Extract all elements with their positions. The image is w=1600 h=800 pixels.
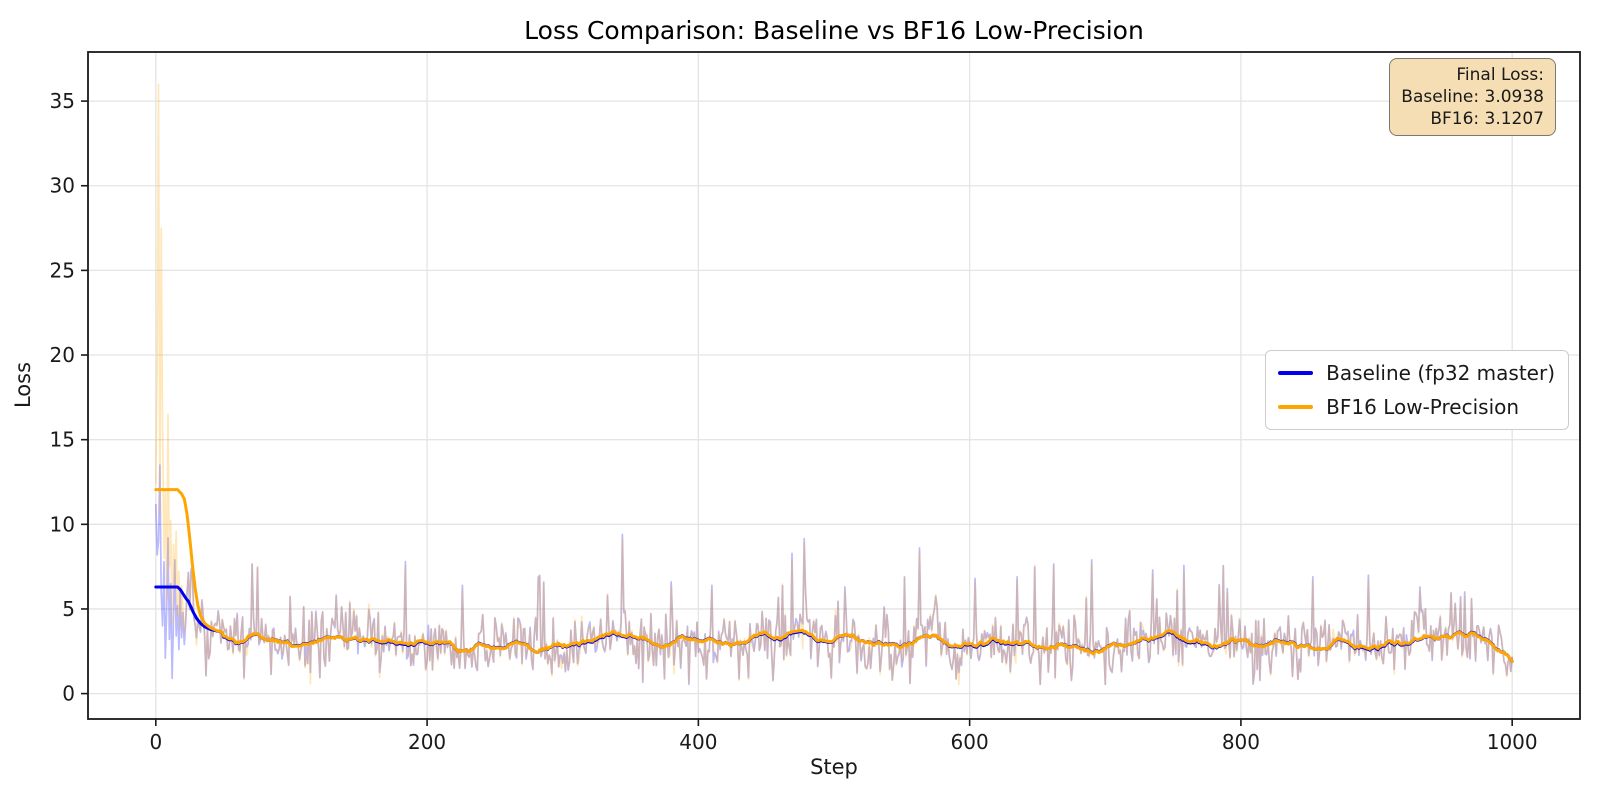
legend-swatch <box>1278 371 1314 375</box>
y-tick-label: 10 <box>50 512 75 536</box>
x-tick-label: 1000 <box>1487 730 1538 754</box>
annotation-line: Final Loss: <box>1456 65 1544 85</box>
y-axis-label: Loss <box>11 362 35 408</box>
plot-border <box>87 51 1581 720</box>
legend: Baseline (fp32 master) BF16 Low-Precisio… <box>1265 350 1569 430</box>
chart-title: Loss Comparison: Baseline vs BF16 Low-Pr… <box>524 16 1144 45</box>
annotation-line: BF16: 3.1207 <box>1430 109 1544 130</box>
legend-swatch <box>1278 405 1314 409</box>
x-tick-label: 800 <box>1222 730 1260 754</box>
y-tick-label: 30 <box>50 174 75 198</box>
annotation-line: Baseline: 3.0938 <box>1401 87 1544 108</box>
y-tick-label: 0 <box>62 682 75 706</box>
x-tick-label: 0 <box>149 730 162 754</box>
x-tick-label: 400 <box>679 730 717 754</box>
legend-label: Baseline (fp32 master) <box>1326 361 1555 385</box>
legend-label: BF16 Low-Precision <box>1326 395 1520 419</box>
legend-item-baseline: Baseline (fp32 master) <box>1278 361 1555 385</box>
x-tick-label: 200 <box>408 730 446 754</box>
y-tick-label: 5 <box>62 597 75 621</box>
x-axis-label: Step <box>810 755 858 779</box>
smoothed-bf16-line <box>154 488 1514 663</box>
legend-item-bf16: BF16 Low-Precision <box>1278 395 1555 419</box>
final-loss-annotation: Final Loss: Baseline: 3.0938 BF16: 3.120… <box>1389 58 1556 137</box>
x-tick-label: 600 <box>951 730 989 754</box>
y-tick-label: 35 <box>50 89 75 113</box>
y-tick-label: 20 <box>50 343 75 367</box>
y-tick-label: 15 <box>50 428 75 452</box>
y-tick-label: 25 <box>50 258 75 282</box>
series-lines <box>154 83 1514 686</box>
axis-ticks: 0 200 400 600 800 1000 0 5 10 15 20 25 30 35 <box>50 89 1538 754</box>
